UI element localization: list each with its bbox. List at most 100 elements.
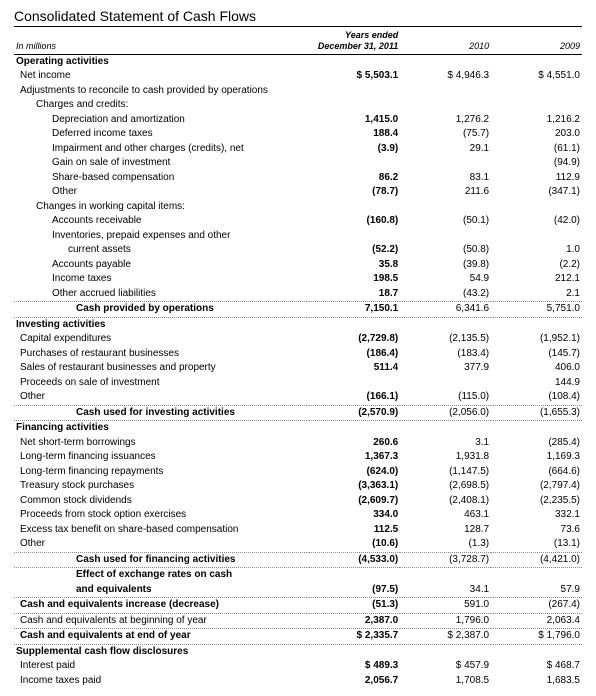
val-2011: (160.8) <box>309 214 400 229</box>
val-2011: (3,363.1) <box>309 479 400 494</box>
val-2010: (2,698.5) <box>400 479 491 494</box>
val-2009: (1,952.1) <box>491 332 582 347</box>
val-2009 <box>491 200 582 215</box>
line-label: Capital expenditures <box>14 332 309 347</box>
val-2011: (3.9) <box>309 142 400 157</box>
total-label: Cash used for investing activities <box>14 405 309 421</box>
val-2011: $ 489.3 <box>309 659 400 674</box>
val-2010: (115.0) <box>400 390 491 405</box>
line-label: Gain on sale of investment <box>14 156 309 171</box>
line-label: Impairment and other charges (credits), … <box>14 142 309 157</box>
val-2010 <box>400 229 491 244</box>
val-2010: 1,276.2 <box>400 113 491 128</box>
line-label: Long-term financing repayments <box>14 465 309 480</box>
line-label: Proceeds from stock option exercises <box>14 508 309 523</box>
val-2009 <box>491 229 582 244</box>
val-2010: (50.1) <box>400 214 491 229</box>
val-2009: 212.1 <box>491 272 582 287</box>
val-2009: 57.9 <box>491 583 582 598</box>
line-label: Inventories, prepaid expenses and other <box>14 229 309 244</box>
val-2010 <box>400 156 491 171</box>
val-2009: 1,683.5 <box>491 674 582 689</box>
val-2010: 128.7 <box>400 523 491 538</box>
line-label: Accounts payable <box>14 258 309 273</box>
section-header: Operating activities <box>14 54 582 69</box>
line-label: Excess tax benefit on share-based compen… <box>14 523 309 538</box>
val-2011 <box>309 84 400 99</box>
val-2009: (42.0) <box>491 214 582 229</box>
val-2009: (145.7) <box>491 347 582 362</box>
line-label: Net income <box>14 69 309 84</box>
val-2009 <box>491 84 582 99</box>
val-2011: (10.6) <box>309 537 400 552</box>
val-2009 <box>491 98 582 113</box>
val-2010 <box>400 98 491 113</box>
val-2010: $ 4,946.3 <box>400 69 491 84</box>
line-label: Other <box>14 537 309 552</box>
val-2011: (78.7) <box>309 185 400 200</box>
line-label: Interest paid <box>14 659 309 674</box>
val-2009: (2.2) <box>491 258 582 273</box>
val-2010: (43.2) <box>400 287 491 302</box>
val-2010: (2,135.5) <box>400 332 491 347</box>
line-label: Accounts receivable <box>14 214 309 229</box>
val-2009: (1,655.3) <box>491 405 582 421</box>
val-2011: (2,609.7) <box>309 494 400 509</box>
val-2010: 54.9 <box>400 272 491 287</box>
val-2010 <box>400 200 491 215</box>
val-2009: (2,235.5) <box>491 494 582 509</box>
val-2009: (4,421.0) <box>491 552 582 568</box>
val-2011 <box>309 200 400 215</box>
line-label: Long-term financing issuances <box>14 450 309 465</box>
val-2011: (166.1) <box>309 390 400 405</box>
val-2009: 406.0 <box>491 361 582 376</box>
val-2009: 1,216.2 <box>491 113 582 128</box>
val-2010: 1,796.0 <box>400 613 491 629</box>
val-2009: 1,169.3 <box>491 450 582 465</box>
val-2010 <box>400 84 491 99</box>
period-col-2010: 2010 <box>400 29 491 54</box>
line-label: Other <box>14 185 309 200</box>
period-col-2011: Years ended December 31, 2011 <box>309 29 400 54</box>
val-2011: $ 2,335.7 <box>309 629 400 645</box>
total-label: Cash provided by operations <box>14 302 309 318</box>
val-2011: (51.3) <box>309 598 400 614</box>
val-2009: 73.6 <box>491 523 582 538</box>
val-2011 <box>309 229 400 244</box>
val-2010: 83.1 <box>400 171 491 186</box>
line-label: Adjustments to reconcile to cash provide… <box>14 84 309 99</box>
val-2011: (186.4) <box>309 347 400 362</box>
val-2009: 2.1 <box>491 287 582 302</box>
val-2009: 112.9 <box>491 171 582 186</box>
line-label: Other <box>14 390 309 405</box>
val-2011: (2,570.9) <box>309 405 400 421</box>
val-2011 <box>309 98 400 113</box>
val-2010: $ 457.9 <box>400 659 491 674</box>
val-2010: 377.9 <box>400 361 491 376</box>
val-2010: (3,728.7) <box>400 552 491 568</box>
line-label: Purchases of restaurant businesses <box>14 347 309 362</box>
val-2011: $ 5,503.1 <box>309 69 400 84</box>
val-2010: $ 2,387.0 <box>400 629 491 645</box>
section-header: Supplemental cash flow disclosures <box>14 644 582 659</box>
val-2009: (664.6) <box>491 465 582 480</box>
val-2011: 1,415.0 <box>309 113 400 128</box>
val-2011: 511.4 <box>309 361 400 376</box>
section-header: Investing activities <box>14 317 582 332</box>
val-2011: (4,533.0) <box>309 552 400 568</box>
line-label: Sales of restaurant businesses and prope… <box>14 361 309 376</box>
val-2010: 211.6 <box>400 185 491 200</box>
line-label: Deferred income taxes <box>14 127 309 142</box>
val-2009: 5,751.0 <box>491 302 582 318</box>
val-2009: 203.0 <box>491 127 582 142</box>
line-label: current assets <box>14 243 309 258</box>
statement-title: Consolidated Statement of Cash Flows <box>14 8 582 27</box>
val-2009: 2,063.4 <box>491 613 582 629</box>
line-label: Depreciation and amortization <box>14 113 309 128</box>
val-2011: 2,387.0 <box>309 613 400 629</box>
val-2011: 2,056.7 <box>309 674 400 689</box>
val-2011: (2,729.8) <box>309 332 400 347</box>
val-2009: (61.1) <box>491 142 582 157</box>
val-2011: 260.6 <box>309 436 400 451</box>
val-2009: (267.4) <box>491 598 582 614</box>
